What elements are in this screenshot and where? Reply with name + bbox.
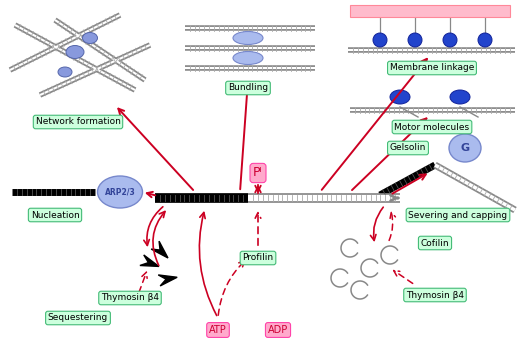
- Ellipse shape: [233, 52, 263, 65]
- Text: Nucleation: Nucleation: [30, 210, 79, 220]
- Text: ARP2/3: ARP2/3: [104, 187, 135, 197]
- Text: Sequestering: Sequestering: [48, 313, 108, 323]
- Text: Severing and capping: Severing and capping: [408, 210, 508, 220]
- Ellipse shape: [443, 33, 457, 47]
- Text: Network formation: Network formation: [36, 118, 120, 126]
- Text: Thymosin β4: Thymosin β4: [406, 291, 464, 299]
- Polygon shape: [158, 275, 177, 286]
- Ellipse shape: [98, 176, 142, 208]
- Text: Membrane linkage: Membrane linkage: [390, 64, 474, 72]
- Text: ADP: ADP: [268, 325, 288, 335]
- Ellipse shape: [408, 33, 422, 47]
- Text: Pᴵ: Pᴵ: [253, 167, 263, 179]
- Text: Profilin: Profilin: [243, 253, 274, 263]
- Text: Thymosin β4: Thymosin β4: [101, 293, 159, 303]
- Ellipse shape: [373, 33, 387, 47]
- Polygon shape: [151, 241, 168, 258]
- Text: Motor molecules: Motor molecules: [394, 122, 469, 132]
- Ellipse shape: [449, 134, 481, 162]
- FancyBboxPatch shape: [350, 5, 510, 17]
- Text: Cofilin: Cofilin: [421, 239, 449, 247]
- Ellipse shape: [233, 31, 263, 44]
- Ellipse shape: [450, 90, 470, 104]
- Text: ATP: ATP: [209, 325, 227, 335]
- Text: G: G: [460, 143, 469, 153]
- Ellipse shape: [478, 33, 492, 47]
- Ellipse shape: [82, 32, 98, 43]
- Text: Bundling: Bundling: [228, 84, 268, 92]
- Ellipse shape: [390, 90, 410, 104]
- Ellipse shape: [58, 67, 72, 77]
- Text: Gelsolin: Gelsolin: [390, 144, 426, 152]
- Polygon shape: [140, 255, 159, 267]
- Ellipse shape: [66, 46, 84, 59]
